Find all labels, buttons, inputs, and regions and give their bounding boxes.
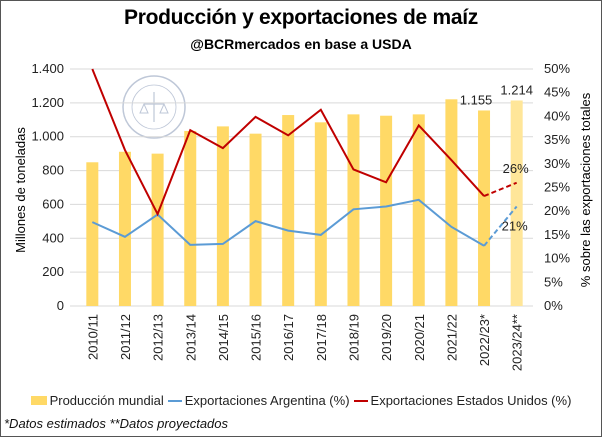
bar-produccion bbox=[118, 151, 131, 306]
legend-swatch-line bbox=[353, 399, 368, 402]
y2-axis-label: % sobre las exportaciones totales bbox=[578, 92, 593, 287]
bar-produccion bbox=[412, 114, 425, 307]
y2-tick-label: 45% bbox=[544, 85, 570, 100]
legend-item-eeuu: Exportaciones Estados Unidos (%) bbox=[353, 393, 572, 408]
legend-swatch-bar bbox=[30, 396, 47, 405]
x-tick-label: 2013/14 bbox=[183, 314, 198, 361]
chart-title: Producción y exportaciones de maíz bbox=[124, 6, 478, 29]
y-tick-label: 0 bbox=[57, 298, 64, 313]
y-axis-label: Millones de toneladas bbox=[13, 127, 28, 253]
legend-label: Exportaciones Argentina (%) bbox=[184, 393, 350, 408]
x-tick-label: 2015/16 bbox=[249, 314, 264, 361]
line-argentina-projected bbox=[483, 205, 518, 247]
bar-produccion bbox=[314, 122, 327, 306]
line-eeuu-projected bbox=[483, 181, 518, 197]
legend: Producción mundial Exportaciones Argenti… bbox=[0, 393, 602, 408]
y2-tick-label: 10% bbox=[544, 251, 570, 266]
y-tick-label: 200 bbox=[42, 264, 64, 279]
x-tick-label: 2010/11 bbox=[85, 314, 100, 360]
chart-subtitle: @BCRmercados en base a USDA bbox=[190, 36, 412, 52]
y2-tick-label: 5% bbox=[544, 274, 563, 289]
y2-tick-label: 15% bbox=[544, 227, 570, 242]
data-label: 1.155 bbox=[460, 92, 493, 107]
bar-produccion bbox=[510, 100, 523, 306]
y2-tick-label: 30% bbox=[544, 156, 570, 171]
x-tick-label: 2012/13 bbox=[151, 314, 166, 361]
y-tick-label: 1.400 bbox=[31, 61, 64, 76]
legend-label: Producción mundial bbox=[49, 393, 164, 408]
legend-swatch-line bbox=[167, 399, 182, 402]
x-tick-label: 2019/20 bbox=[379, 314, 394, 361]
bcr-logo-watermark bbox=[122, 75, 186, 139]
footnote: *Datos estimados **Datos proyectados bbox=[4, 416, 229, 431]
line-eeuu bbox=[91, 68, 485, 217]
bar-produccion bbox=[216, 126, 229, 307]
x-tick-label: 2023/24** bbox=[510, 314, 525, 371]
bar-produccion bbox=[282, 115, 295, 306]
y2-tick-label: 50% bbox=[544, 61, 570, 76]
bar-produccion bbox=[249, 133, 262, 306]
x-tick-label: 2014/15 bbox=[216, 314, 231, 361]
bar-produccion bbox=[478, 110, 491, 306]
x-tick-label: 2011/12 bbox=[118, 314, 133, 360]
data-label: 21% bbox=[502, 218, 528, 233]
bar-produccion bbox=[86, 162, 99, 306]
y-tick-label: 1.200 bbox=[31, 95, 64, 110]
data-label: 26% bbox=[503, 161, 529, 176]
bar-produccion bbox=[380, 115, 393, 306]
legend-label: Exportaciones Estados Unidos (%) bbox=[370, 393, 572, 408]
x-tick-label: 2017/18 bbox=[314, 314, 329, 361]
bar-produccion bbox=[151, 153, 164, 306]
y2-tick-label: 35% bbox=[544, 132, 570, 147]
y2-tick-label: 20% bbox=[544, 203, 570, 218]
y-tick-label: 600 bbox=[42, 196, 64, 211]
y-tick-label: 400 bbox=[42, 230, 64, 245]
y2-tick-label: 0% bbox=[544, 298, 563, 313]
y-tick-label: 800 bbox=[42, 163, 64, 178]
legend-item-argentina: Exportaciones Argentina (%) bbox=[167, 393, 350, 408]
legend-item-produccion: Producción mundial bbox=[30, 393, 164, 408]
data-label: 1.214 bbox=[500, 82, 533, 97]
y2-tick-label: 25% bbox=[544, 180, 570, 195]
x-tick-label: 2021/22 bbox=[444, 314, 459, 361]
x-tick-label: 2022/23* bbox=[477, 314, 492, 366]
x-tick-label: 2018/19 bbox=[346, 314, 361, 361]
x-tick-label: 2016/17 bbox=[281, 314, 296, 361]
y2-tick-label: 40% bbox=[544, 108, 570, 123]
x-tick-label: 2020/21 bbox=[412, 314, 427, 361]
y-tick-label: 1.000 bbox=[31, 129, 64, 144]
bar-produccion bbox=[445, 99, 458, 306]
bar-produccion bbox=[184, 130, 197, 306]
